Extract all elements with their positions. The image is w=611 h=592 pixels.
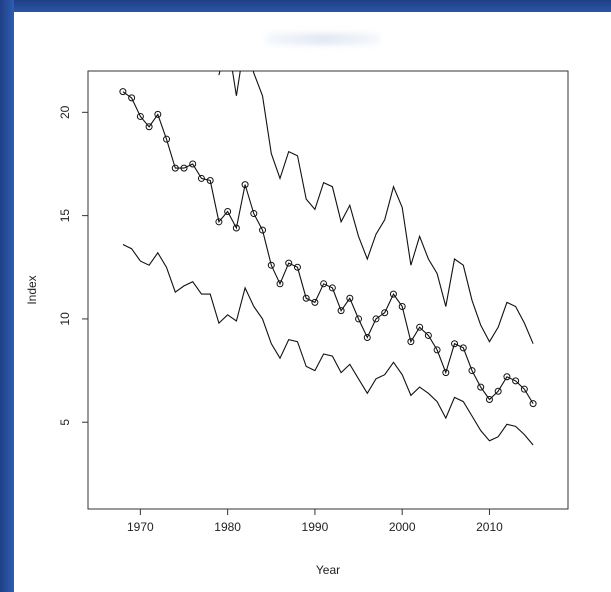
axes: 1970 1980 1990 2000 2010 5 10 15 20 Year Index <box>25 70 569 577</box>
data-point <box>232 224 240 232</box>
x-tick-label: 2000 <box>389 520 416 534</box>
data-point <box>468 367 476 375</box>
data-point <box>311 298 319 306</box>
data-point <box>407 338 415 346</box>
x-tick-label: 1980 <box>214 520 241 534</box>
x-tick-label: 2010 <box>476 520 503 534</box>
plot-frame <box>87 70 569 510</box>
data-point <box>241 181 249 189</box>
y-tick-label: 15 <box>58 209 72 223</box>
data-point <box>128 94 136 102</box>
plot-background <box>14 12 611 592</box>
data-point <box>416 323 424 331</box>
data-point <box>372 315 380 323</box>
data-point <box>224 207 232 215</box>
data-point <box>381 309 389 317</box>
data-point <box>215 218 223 226</box>
data-point <box>363 334 371 342</box>
data-point <box>485 396 493 403</box>
data-point <box>320 280 328 288</box>
data-point <box>136 112 144 120</box>
y-axis-label: Index <box>25 275 39 304</box>
data-point <box>206 177 214 184</box>
y-tick-label: 20 <box>58 105 72 119</box>
data-point <box>529 400 537 408</box>
data-point <box>276 280 284 288</box>
data-point <box>346 294 354 302</box>
y-tick-label: 10 <box>58 312 72 326</box>
window-top-bar <box>0 0 611 12</box>
data-point <box>442 369 450 377</box>
x-tick-label: 1970 <box>127 520 154 534</box>
data-point <box>145 123 153 131</box>
data-point <box>267 261 275 269</box>
data-point <box>389 290 397 298</box>
data-point <box>459 344 467 352</box>
x-axis-label: Year <box>316 563 340 577</box>
data-point <box>398 303 406 311</box>
data-point <box>503 373 511 381</box>
data-point <box>180 164 188 172</box>
series-line-1 <box>122 91 534 404</box>
y-tick-label: 5 <box>58 419 72 426</box>
data-point <box>119 88 127 96</box>
data-point <box>433 346 441 354</box>
data-point <box>171 164 179 172</box>
data-point <box>189 160 197 168</box>
data-point <box>285 259 293 267</box>
left-border <box>0 0 14 592</box>
data-point <box>302 294 310 302</box>
data-point <box>163 135 171 143</box>
data-point <box>328 284 336 292</box>
data-point <box>337 307 345 315</box>
data-point <box>494 387 502 395</box>
data-point <box>250 210 258 218</box>
data-point <box>259 226 267 234</box>
data-point <box>520 385 528 393</box>
data-point <box>451 340 459 348</box>
data-point <box>154 110 162 118</box>
data-point <box>355 315 363 323</box>
data-point <box>477 383 485 391</box>
chart-title <box>265 33 381 45</box>
data-point <box>512 377 520 385</box>
series-line-2 <box>122 244 534 446</box>
series-layer <box>119 71 537 446</box>
data-point <box>293 263 301 271</box>
data-point <box>197 174 205 182</box>
x-tick-label: 1990 <box>302 520 329 534</box>
data-point <box>424 331 432 339</box>
series-line-3 <box>218 71 534 344</box>
